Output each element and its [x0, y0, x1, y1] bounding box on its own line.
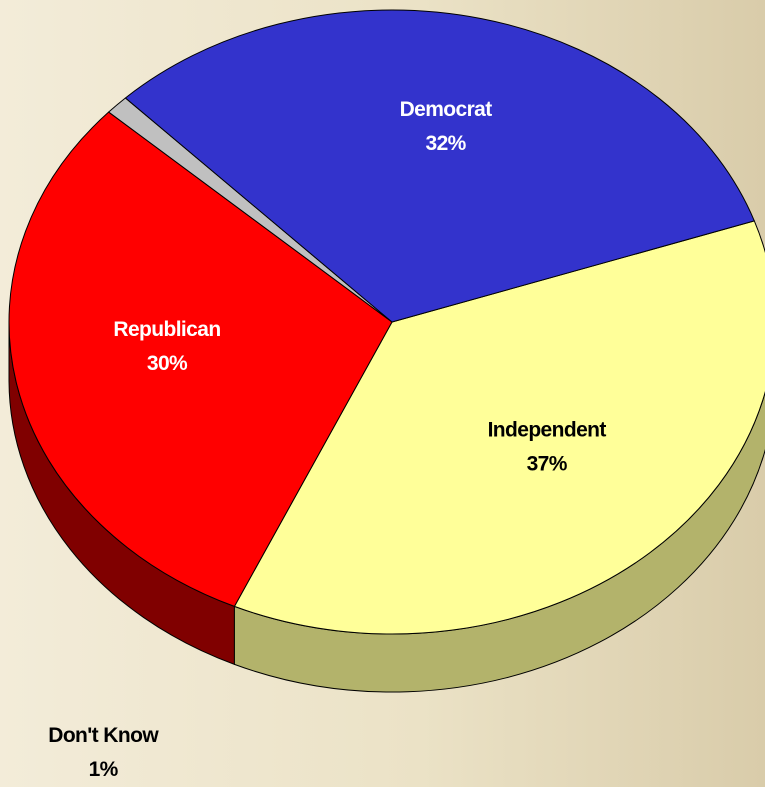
pie-slices: [8, 9, 765, 635]
pie-slice-democrat: [124, 9, 755, 323]
slice-label-name: Don't Know: [48, 724, 159, 747]
slice-label-value: 32%: [425, 132, 466, 155]
slice-label-name: Republican: [113, 318, 220, 341]
slice-label-value: 30%: [147, 352, 188, 375]
pie-slice-independent: [233, 220, 765, 635]
pie-slice-republican: [8, 111, 393, 607]
slice-label-value: 37%: [527, 452, 568, 475]
slice-label-name: Independent: [488, 418, 607, 441]
slice-label-name: Democrat: [400, 98, 493, 121]
slice-label-democrat: Democrat 32%: [400, 98, 493, 155]
slice-label-independent: Independent 37%: [488, 418, 607, 475]
slice-label-don-t-know: Don't Know 1%: [48, 724, 159, 781]
slice-label-value: 1%: [89, 758, 119, 781]
slice-labels: Independent 37%Republican 30%Don't Know 1%D…: [48, 98, 607, 781]
slice-label-republican: Republican 30%: [113, 318, 220, 375]
